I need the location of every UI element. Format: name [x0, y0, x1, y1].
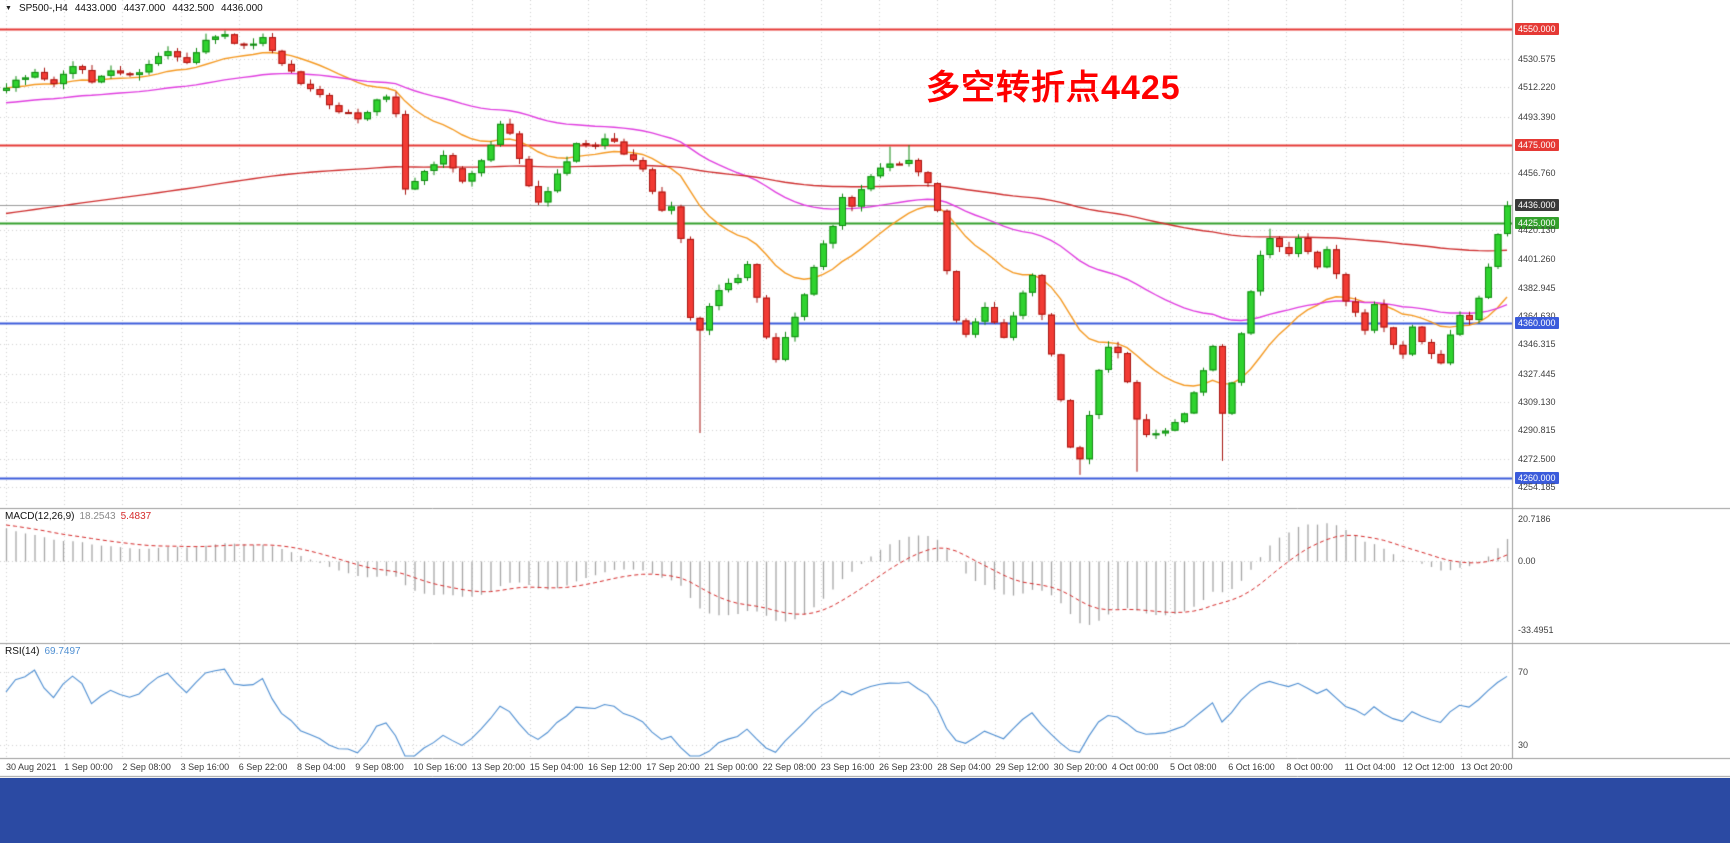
time-axis-label: 16 Sep 12:00 [588, 762, 642, 772]
chart-marker-icon: ▼ [5, 4, 12, 12]
time-axis-label: 30 Aug 2021 [6, 762, 57, 772]
ohlc-close: 4436.000 [221, 3, 263, 14]
ohlc-low: 4432.500 [172, 3, 215, 14]
macd-indicator-label: MACD(12,26,9) 18.2543 5.4837 [5, 511, 151, 522]
time-axis-label: 11 Oct 04:00 [1344, 762, 1396, 772]
symbol-title: SP500-,H4 [18, 3, 68, 14]
time-axis[interactable]: 30 Aug 2021 1 Sep 00:00 2 Sep 08:00 3 Sep 1… [0, 759, 1513, 777]
time-axis-label: 29 Sep 12:00 [995, 762, 1049, 772]
time-axis-label: 30 Sep 20:00 [1053, 762, 1108, 772]
time-axis-label: 3 Sep 16:00 [180, 762, 230, 772]
time-axis-label: 5 Oct 08:00 [1170, 762, 1217, 772]
bottom-taskbar [0, 778, 1730, 843]
time-axis-label: 26 Sep 23:00 [879, 762, 933, 772]
annotation-label: 多空转折点4425 [926, 69, 1181, 107]
time-axis-label: 13 Sep 20:00 [471, 762, 526, 772]
time-axis-label: 8 Oct 00:00 [1286, 762, 1333, 772]
ohlc-high: 4437.000 [123, 3, 166, 14]
time-axis-label: 13 Oct 20:00 [1461, 762, 1513, 772]
time-axis-label: 23 Sep 16:00 [820, 762, 875, 772]
time-axis-label: 21 Sep 00:00 [704, 762, 758, 772]
time-axis-label: 15 Sep 04:00 [529, 762, 584, 772]
rsi-indicator-label: RSI(14) 69.7497 [5, 646, 81, 657]
time-axis-label: 1 Sep 00:00 [64, 762, 113, 772]
time-axis-label: 6 Sep 22:00 [238, 762, 288, 772]
time-axis-label: 28 Sep 04:00 [937, 762, 991, 772]
time-axis-label: 9 Sep 08:00 [355, 762, 404, 772]
time-axis-label: 17 Sep 20:00 [646, 762, 700, 772]
macd-main-value: 18.2543 [79, 511, 116, 522]
time-axis-label: 6 Oct 16:00 [1228, 762, 1275, 772]
rsi-name: RSI(14) [5, 646, 40, 657]
rsi-value: 69.7497 [44, 646, 81, 657]
macd-name: MACD(12,26,9) [5, 511, 75, 522]
time-axis-label: 2 Sep 08:00 [122, 762, 171, 772]
ohlc-open: 4433.000 [74, 3, 117, 14]
macd-signal-value: 5.4837 [120, 511, 152, 522]
time-axis-label: 8 Sep 04:00 [297, 762, 346, 772]
symbol-info-bar: ▼ SP500-,H4 4433.000 4437.000 4432.500 4… [5, 3, 263, 14]
time-axis-label: 10 Sep 16:00 [413, 762, 467, 772]
time-axis-label: 12 Oct 12:00 [1402, 762, 1455, 772]
time-axis-label: 22 Sep 08:00 [762, 762, 817, 772]
time-axis-label: 4 Oct 00:00 [1111, 762, 1159, 772]
